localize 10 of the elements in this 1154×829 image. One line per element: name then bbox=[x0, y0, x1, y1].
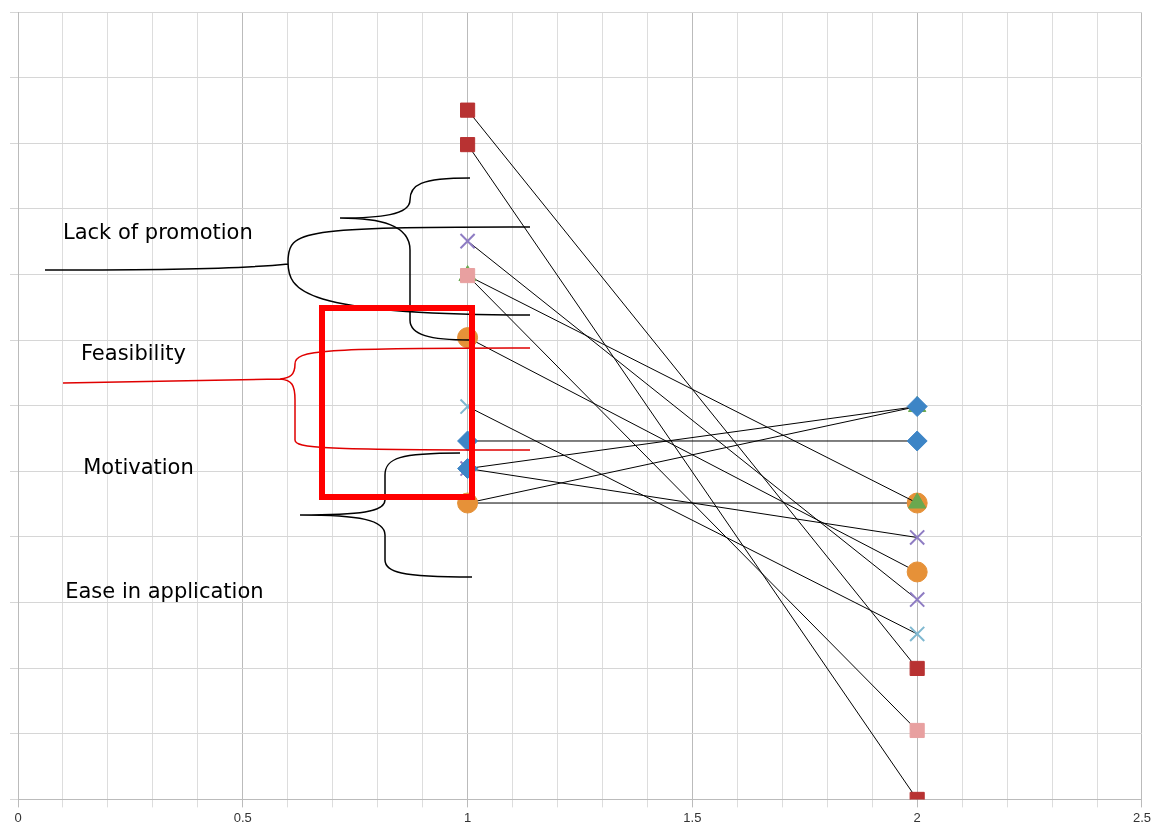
x-tick-label: 1 bbox=[463, 809, 472, 825]
annotation: Feasibility bbox=[80, 340, 186, 365]
annotation: Ease in application bbox=[65, 578, 264, 603]
x-tick-label: 1.5 bbox=[683, 809, 702, 825]
x-tick-label: 2.5 bbox=[1132, 809, 1151, 825]
x-tick-label: 0.5 bbox=[233, 809, 252, 825]
annotation: Lack of promotion bbox=[62, 220, 253, 245]
x-tick-label: 0 bbox=[14, 809, 22, 825]
annotation: Motivation bbox=[83, 454, 194, 479]
x-tick-label: 2 bbox=[913, 809, 921, 825]
